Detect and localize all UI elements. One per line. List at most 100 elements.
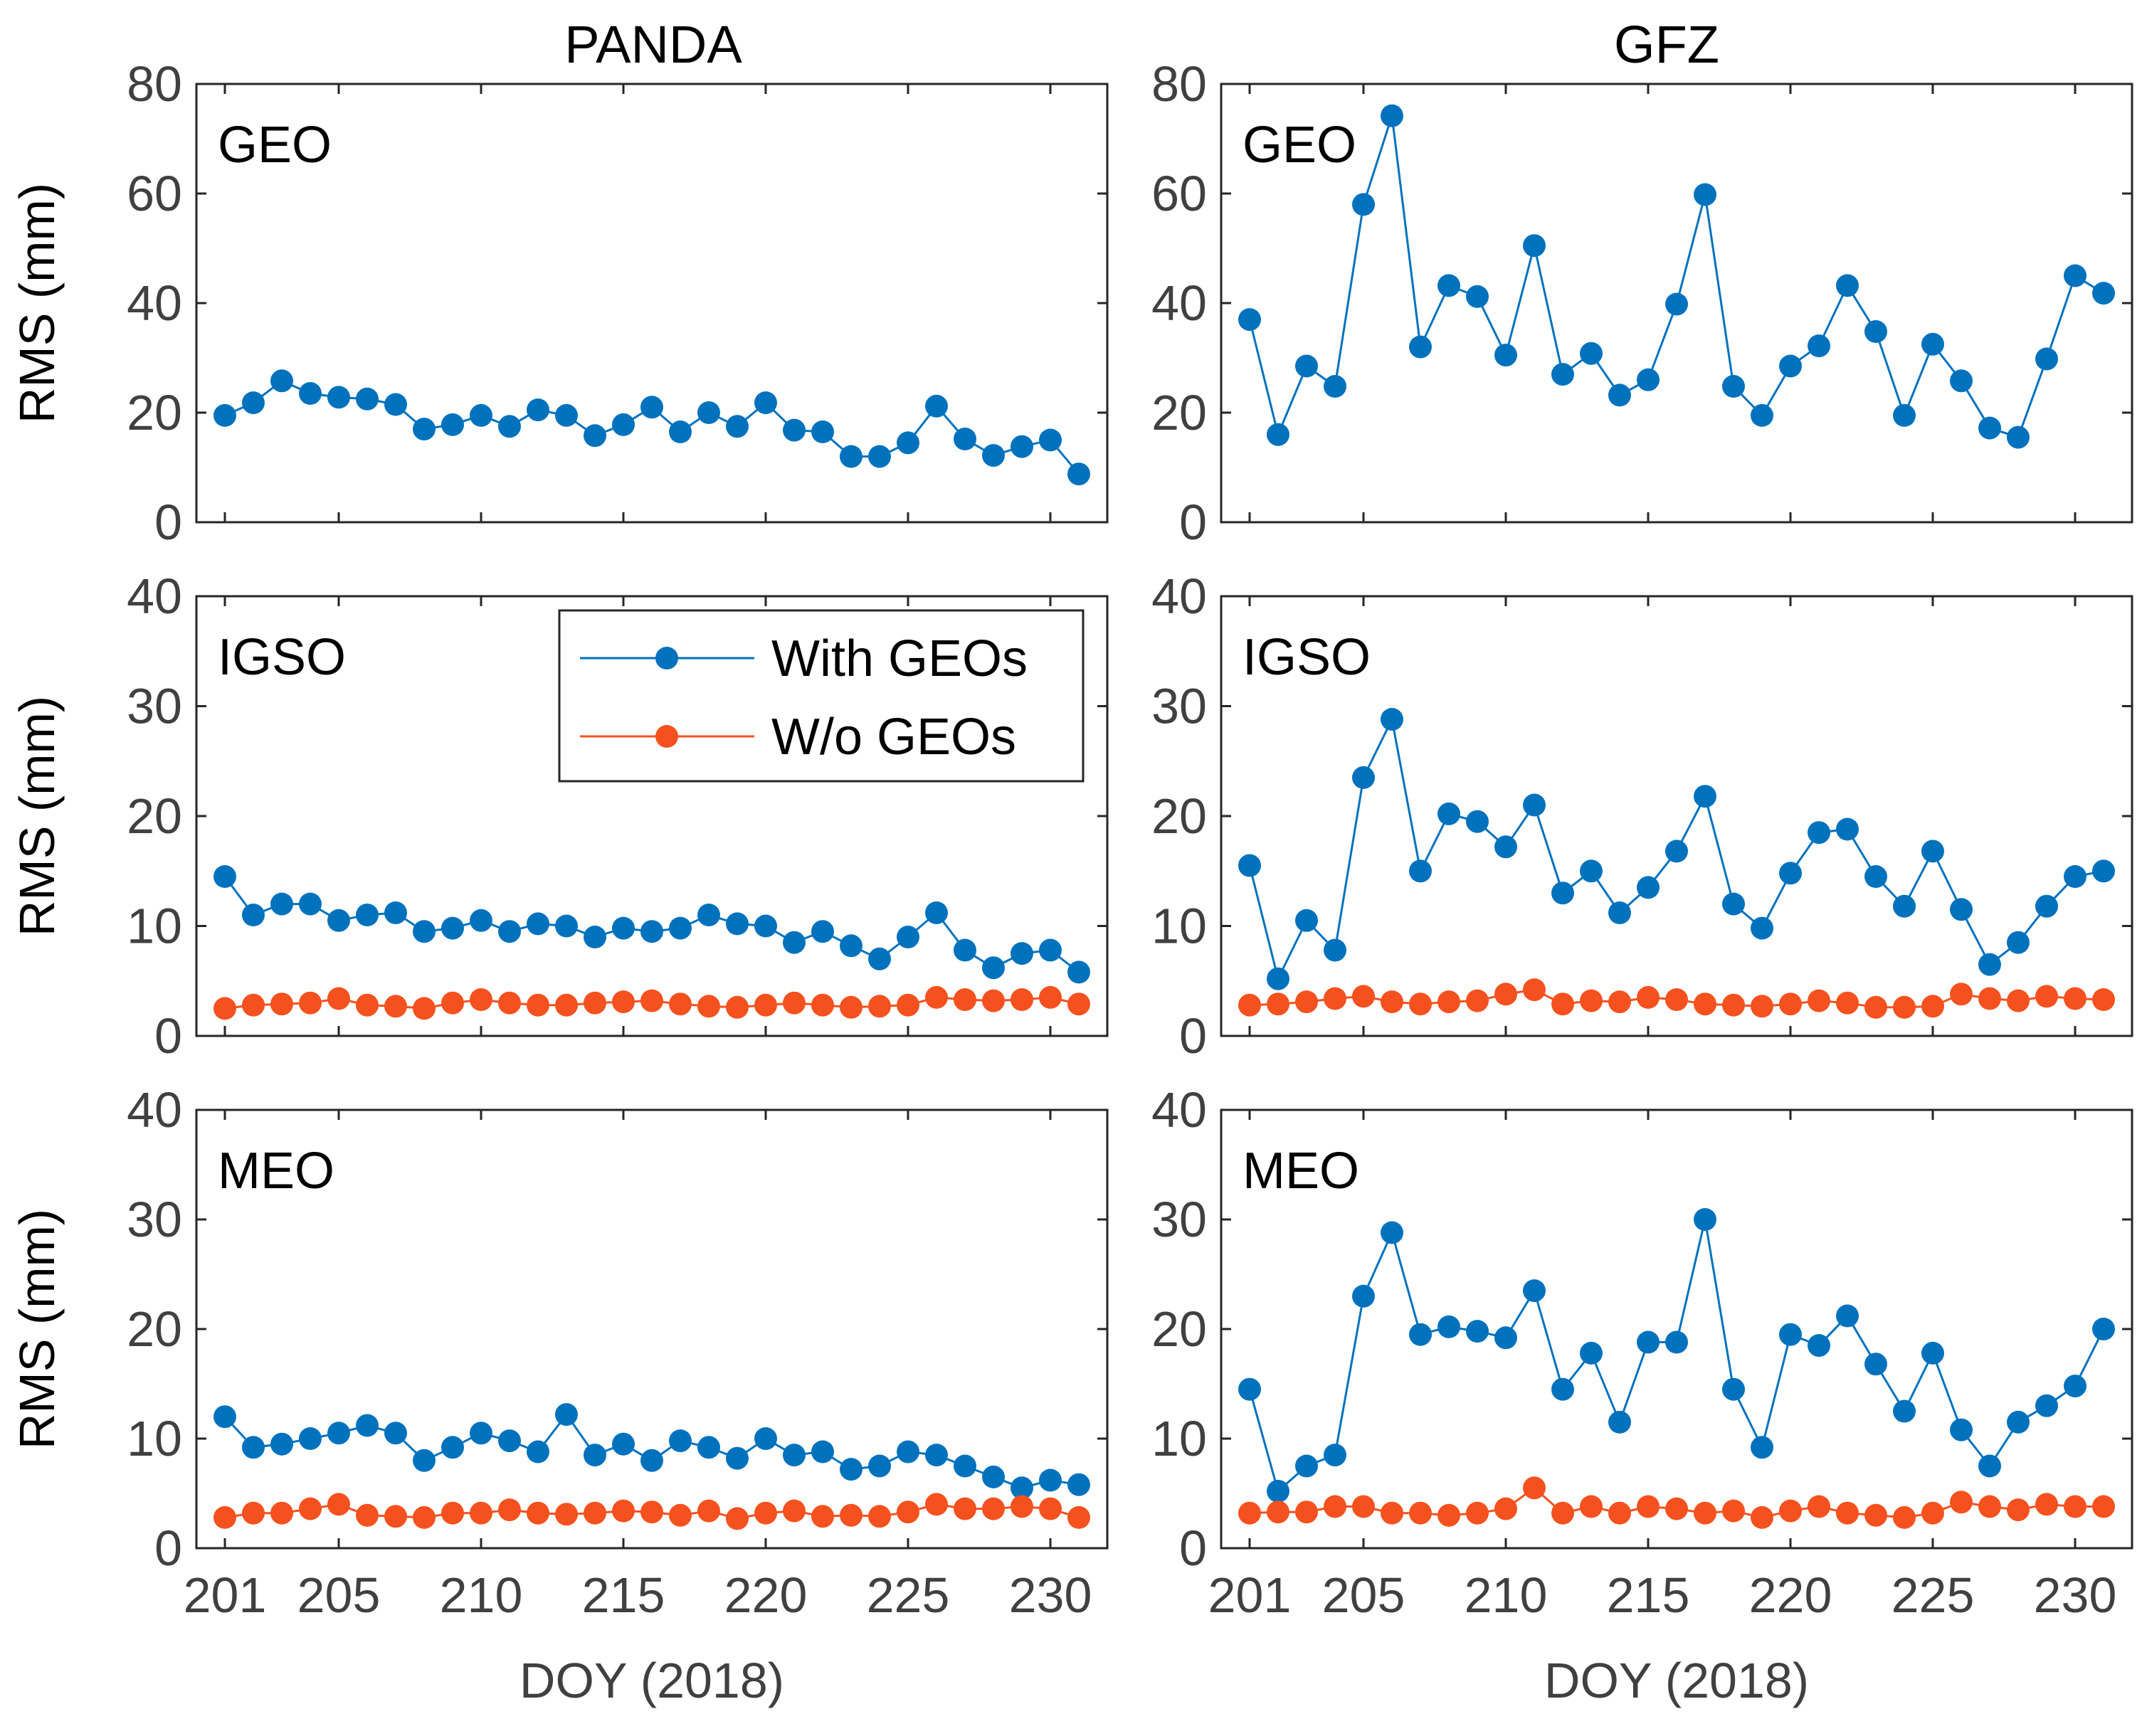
data-point: [1978, 987, 2001, 1010]
data-point: [754, 1427, 777, 1450]
data-point: [868, 995, 891, 1018]
data-point: [2035, 1394, 2058, 1417]
data-point: [2092, 282, 2115, 305]
data-point: [327, 1422, 350, 1445]
data-point: [527, 1440, 549, 1464]
data-point: [1011, 435, 1033, 458]
data-point: [2035, 347, 2058, 371]
data-point: [1864, 995, 1887, 1019]
data-point: [213, 1405, 236, 1429]
data-point: [2064, 987, 2086, 1010]
y-tick-label: 20: [127, 1301, 182, 1357]
data-point: [1523, 978, 1546, 1002]
data-point: [2064, 1375, 2086, 1398]
data-point: [270, 1501, 293, 1525]
series-with-geos: [213, 1403, 1090, 1500]
data-point: [1950, 898, 1973, 921]
data-point: [1893, 894, 1916, 918]
y-tick-label: 40: [1151, 1082, 1207, 1138]
data-point: [356, 1503, 379, 1527]
data-point: [1067, 993, 1090, 1016]
data-point: [1836, 274, 1859, 297]
data-point: [242, 1436, 265, 1459]
data-point: [270, 892, 293, 916]
x-tick-label: 201: [1208, 1567, 1292, 1623]
data-point: [1751, 1436, 1773, 1459]
data-point: [1608, 1410, 1631, 1434]
data-point: [697, 904, 720, 926]
data-point: [868, 1505, 891, 1528]
data-point: [1950, 1418, 1973, 1441]
data-point: [1295, 1501, 1318, 1524]
data-point: [1836, 1501, 1859, 1525]
data-point: [1267, 967, 1289, 990]
data-point: [1921, 840, 1944, 863]
data-point: [811, 420, 834, 443]
y-tick-label: 40: [127, 1082, 182, 1138]
data-point: [1381, 1501, 1403, 1525]
data-point: [726, 912, 749, 936]
y-tick-label: 80: [1151, 56, 1207, 112]
data-point: [441, 1436, 464, 1459]
data-point: [1466, 1501, 1489, 1525]
data-point: [384, 1505, 407, 1528]
x-tick-label: 220: [724, 1567, 808, 1623]
data-point: [868, 947, 891, 970]
data-point: [868, 1454, 891, 1478]
y-tick-label: 30: [127, 1192, 182, 1247]
data-point: [498, 991, 521, 1015]
data-point: [1608, 990, 1631, 1014]
panel-panda-igso: 0 10 20 30 40 RMS (mm) IGSO: [9, 568, 1109, 1064]
data-point: [441, 991, 464, 1015]
data-point: [640, 1501, 663, 1524]
series-w-o-geos: [1238, 978, 2115, 1019]
x-tick-label: 205: [1322, 1567, 1405, 1623]
data-point: [811, 993, 834, 1017]
column-title-gfz: GFZ: [1614, 15, 1719, 74]
data-point: [954, 938, 976, 962]
data-point: [811, 1440, 834, 1464]
data-point: [1751, 995, 1773, 1018]
legend: With GEOs W/o GEOs: [558, 609, 1085, 783]
data-point: [1722, 375, 1745, 398]
data-point: [1921, 1341, 1944, 1365]
data-point: [584, 424, 606, 448]
data-point: [982, 444, 1005, 467]
data-point: [811, 920, 834, 943]
y-tick-label: 30: [127, 679, 182, 734]
data-point: [1694, 1208, 1716, 1231]
data-point: [584, 1444, 606, 1467]
y-tick-label: 10: [127, 899, 182, 954]
data-point: [982, 1465, 1005, 1488]
data-point: [1011, 1495, 1033, 1518]
data-point: [498, 920, 521, 943]
y-tick-label: 10: [1151, 1411, 1207, 1466]
data-point: [1267, 993, 1289, 1016]
data-point: [270, 1432, 293, 1456]
data-point: [1808, 989, 1830, 1012]
data-point: [2064, 264, 2086, 287]
data-point: [697, 1436, 720, 1459]
data-point: [1381, 1221, 1403, 1244]
data-point: [1352, 1495, 1375, 1518]
data-point: [584, 926, 606, 948]
data-point: [299, 1427, 322, 1450]
data-point: [470, 988, 492, 1011]
panel-title-meo: MEO: [1243, 1143, 1359, 1200]
data-point: [413, 920, 436, 943]
data-point: [2007, 989, 2030, 1012]
data-point: [1608, 901, 1631, 924]
x-tick-label: 230: [2034, 1567, 2117, 1623]
data-point: [1779, 1323, 1802, 1346]
data-point: [1381, 104, 1403, 127]
data-point: [954, 428, 976, 450]
data-point: [555, 914, 578, 938]
data-point: [555, 403, 578, 427]
data-point: [327, 909, 350, 932]
data-point: [441, 413, 464, 436]
data-point: [1978, 1454, 2001, 1478]
column-title-panda: PANDA: [564, 15, 742, 74]
data-point: [1494, 344, 1517, 367]
data-point: [213, 997, 236, 1020]
data-point: [1437, 802, 1460, 825]
